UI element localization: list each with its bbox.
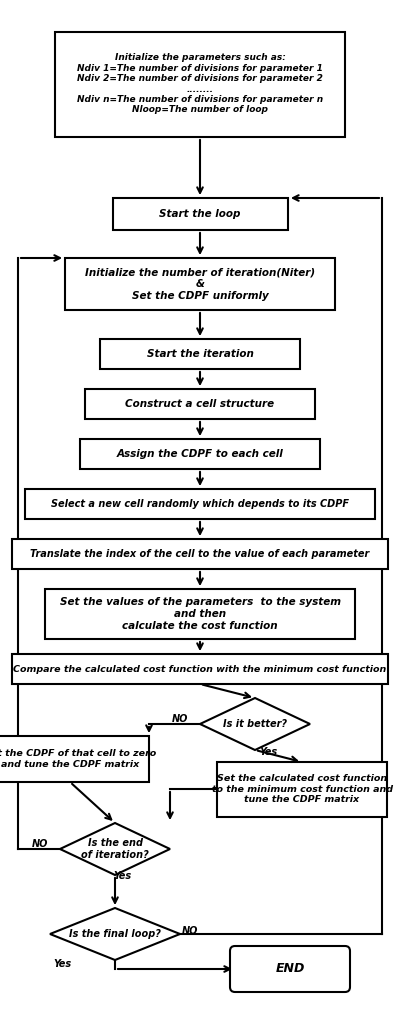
FancyBboxPatch shape xyxy=(230,946,350,992)
FancyBboxPatch shape xyxy=(100,339,300,369)
FancyBboxPatch shape xyxy=(45,589,355,639)
FancyBboxPatch shape xyxy=(80,439,320,469)
FancyBboxPatch shape xyxy=(12,654,388,684)
FancyBboxPatch shape xyxy=(25,489,375,519)
Text: Is the end
of iteration?: Is the end of iteration? xyxy=(81,839,149,860)
Text: Yes: Yes xyxy=(113,871,131,881)
Text: Start the iteration: Start the iteration xyxy=(146,349,254,359)
Text: Translate the index of the cell to the value of each parameter: Translate the index of the cell to the v… xyxy=(30,549,370,559)
Text: Start the loop: Start the loop xyxy=(159,209,241,219)
Text: NO: NO xyxy=(182,926,198,936)
FancyBboxPatch shape xyxy=(217,762,387,816)
FancyBboxPatch shape xyxy=(112,198,288,230)
Text: Set the CDPF of that cell to zero
and tune the CDPF matrix: Set the CDPF of that cell to zero and tu… xyxy=(0,750,156,769)
Text: Is it better?: Is it better? xyxy=(223,719,287,729)
Polygon shape xyxy=(60,823,170,874)
FancyBboxPatch shape xyxy=(55,32,345,136)
Polygon shape xyxy=(200,698,310,750)
Text: NO: NO xyxy=(32,839,48,849)
Text: END: END xyxy=(275,963,305,976)
Text: Yes: Yes xyxy=(53,959,71,969)
Text: Assign the CDPF to each cell: Assign the CDPF to each cell xyxy=(117,449,283,459)
Text: Compare the calculated cost function with the minimum cost function: Compare the calculated cost function wit… xyxy=(13,665,387,674)
FancyBboxPatch shape xyxy=(12,539,388,569)
Text: Select a new cell randomly which depends to its CDPF: Select a new cell randomly which depends… xyxy=(51,499,349,509)
Text: Initialize the parameters such as:
Ndiv 1=The number of divisions for parameter : Initialize the parameters such as: Ndiv … xyxy=(77,53,323,115)
Text: NO: NO xyxy=(172,714,188,724)
FancyBboxPatch shape xyxy=(85,389,315,419)
Text: Set the values of the parameters  to the system
and then
calculate the cost func: Set the values of the parameters to the … xyxy=(60,597,340,631)
Polygon shape xyxy=(50,908,180,961)
FancyBboxPatch shape xyxy=(0,736,149,782)
Text: Set the calculated cost function
to the minimum cost function and
tune the CDPF : Set the calculated cost function to the … xyxy=(212,774,392,804)
Text: Is the final loop?: Is the final loop? xyxy=(69,929,161,939)
FancyBboxPatch shape xyxy=(65,258,335,310)
Text: Yes: Yes xyxy=(259,746,277,757)
Text: Construct a cell structure: Construct a cell structure xyxy=(126,399,274,409)
Text: Initialize the number of iteration(Niter)
&
Set the CDPF uniformly: Initialize the number of iteration(Niter… xyxy=(85,267,315,301)
